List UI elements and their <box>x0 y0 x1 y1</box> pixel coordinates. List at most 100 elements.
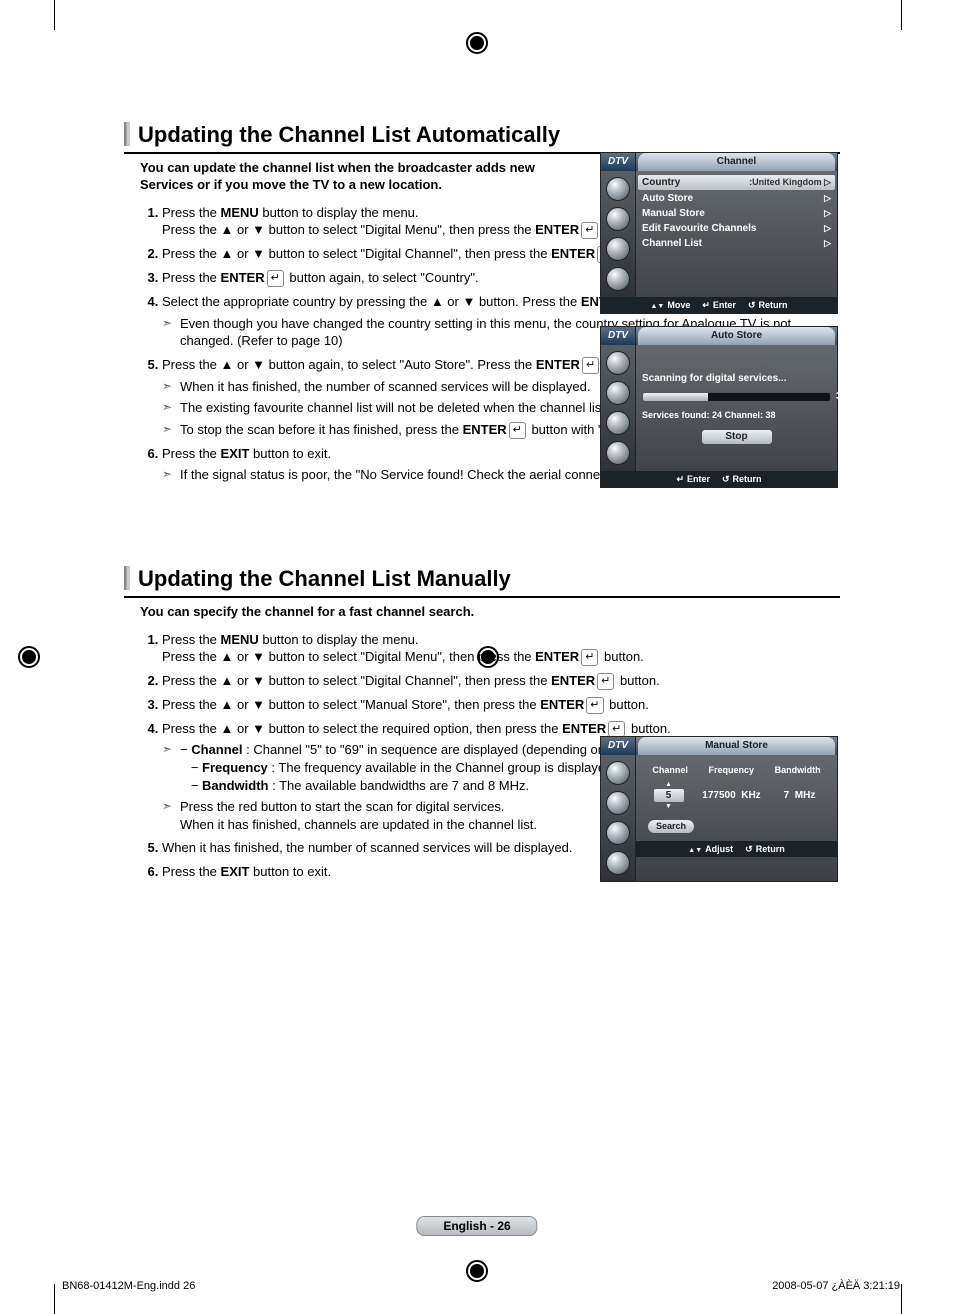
language-icon <box>606 441 630 465</box>
freq-value: 177500 KHz <box>702 790 762 801</box>
return-hint: Return <box>722 474 762 485</box>
t: button to display the menu. <box>259 632 419 647</box>
sound-icon <box>606 237 630 261</box>
broadcast-icon <box>606 177 630 201</box>
manual-page: Updating the Channel List Automatically … <box>0 0 954 1314</box>
settings-icon <box>606 791 630 815</box>
osd-menu-item[interactable]: Channel List▷ <box>642 236 831 251</box>
osd-menu-list[interactable]: Country:United Kingdom ▷Auto Store▷Manua… <box>636 171 837 297</box>
enter-word: ENTER <box>551 673 595 688</box>
return-hint: Return <box>748 300 788 311</box>
menu-word: MENU <box>221 205 259 220</box>
osd-title: Auto Store <box>638 327 835 345</box>
section1-intro: You can update the channel list when the… <box>140 160 580 194</box>
t: Press the <box>162 446 221 461</box>
crop-mark <box>901 1284 902 1314</box>
unit: KHz <box>741 790 760 801</box>
channel-value: 5 <box>654 789 684 802</box>
t: Press the ▲ or ▼ button to select the re… <box>162 721 562 736</box>
enter-hint: Enter <box>676 474 710 485</box>
channel-stepper[interactable]: ▲ 5 ▼ <box>649 781 689 810</box>
osd-body: Scanning for digital services... 35% Ser… <box>601 345 837 471</box>
step-3: Press the ▲ or ▼ button to select "Manua… <box>162 696 840 714</box>
osd-header: DTV Channel <box>601 153 837 171</box>
osd-menu-item[interactable]: Manual Store▷ <box>642 206 831 221</box>
t: To stop the scan before it has finished,… <box>180 422 463 437</box>
registration-mark-icon <box>18 646 40 668</box>
opt-label: Bandwidth <box>202 778 268 793</box>
crop-mark <box>54 0 55 30</box>
enter-word: ENTER <box>562 721 606 736</box>
osd-header: DTV Manual Store <box>601 737 837 755</box>
bw-value: 7 MHz <box>775 790 825 801</box>
osd-manual-panel: Channel Frequency Bandwidth ▲ 5 ▼ 177500… <box>636 755 837 881</box>
t: Press the ▲ or ▼ button to select "Digit… <box>162 246 551 261</box>
enter-word: ENTER <box>540 697 584 712</box>
t: : The available bandwidths are 7 and 8 M… <box>268 778 529 793</box>
enter-icon: ↵ <box>267 270 284 287</box>
enter-icon: ↵ <box>581 649 598 666</box>
h-channel: Channel <box>652 765 688 775</box>
t: button to display the menu. <box>259 205 419 220</box>
osd-manual-store: DTV Manual Store Channel Frequency Bandw… <box>600 736 838 882</box>
language-icon <box>606 851 630 875</box>
stop-button[interactable]: Stop <box>702 430 772 444</box>
manual-values: ▲ 5 ▼ 177500 KHz 7 MHz <box>642 781 831 810</box>
sound-icon <box>606 821 630 845</box>
v: 177500 <box>702 790 735 801</box>
t: Press the <box>162 270 221 285</box>
broadcast-icon <box>606 351 630 375</box>
osd-title: Channel <box>638 153 835 171</box>
osd-dtv-badge: DTV <box>601 737 636 755</box>
t: button to exit. <box>249 864 331 879</box>
osd-dtv-badge: DTV <box>601 153 636 171</box>
print-footer: BN68-01412M-Eng.indd 26 2008-05-07 ¿ÀÈÄ … <box>62 1280 900 1292</box>
v: 7 <box>784 790 790 801</box>
osd-sidebar <box>601 755 636 881</box>
enter-icon: ↵ <box>582 357 599 374</box>
unit: MHz <box>795 790 816 801</box>
osd-title: Manual Store <box>638 737 835 755</box>
exit-word: EXIT <box>221 446 250 461</box>
opt-label: Frequency <box>202 760 268 775</box>
osd-menu-item[interactable]: Country:United Kingdom ▷ <box>638 175 835 190</box>
enter-icon: ↵ <box>597 673 614 690</box>
progress-bar: 35% <box>642 392 831 402</box>
t: : The frequency available in the Channel… <box>268 760 616 775</box>
enter-icon: ↵ <box>586 697 603 714</box>
osd-menu-item[interactable]: Edit Favourite Channels▷ <box>642 221 831 236</box>
scan-label: Scanning for digital services... <box>642 373 831 384</box>
adjust-hint: Adjust <box>688 844 733 854</box>
osd-menu-item[interactable]: Auto Store▷ <box>642 191 831 206</box>
exit-word: EXIT <box>221 864 250 879</box>
osd-footer: Adjust Return <box>636 841 837 857</box>
section2-title: Updating the Channel List Manually <box>124 564 840 598</box>
move-hint: Move <box>651 300 691 310</box>
t: Press the ▲ or ▼ button to select "Manua… <box>162 697 540 712</box>
services-found: Services found: 24 Channel: 38 <box>642 410 831 420</box>
enter-icon: ↵ <box>509 422 526 439</box>
t: When it has finished, channels are updat… <box>180 817 537 832</box>
chevron-down-icon: ▼ <box>665 803 672 810</box>
return-hint: Return <box>745 844 785 855</box>
t: Press the <box>162 632 221 647</box>
t: button. <box>600 649 643 664</box>
sound-icon <box>606 411 630 435</box>
osd-footer: Enter Return <box>601 471 837 487</box>
t: Press the ▲ or ▼ button to select "Digit… <box>162 222 535 237</box>
enter-word: ENTER <box>535 222 579 237</box>
progress-fill <box>643 393 708 401</box>
t: Press the ▲ or ▼ button again, to select… <box>162 357 536 372</box>
t: button. <box>627 721 670 736</box>
osd-body: Country:United Kingdom ▷Auto Store▷Manua… <box>601 171 837 297</box>
broadcast-icon <box>606 761 630 785</box>
t: Select the appropriate country by pressi… <box>162 294 581 309</box>
enter-word: ENTER <box>551 246 595 261</box>
t: button again, to select "Country". <box>286 270 479 285</box>
crop-mark <box>901 0 902 30</box>
osd-dtv-badge: DTV <box>601 327 636 345</box>
t: When it has finished, the number of scan… <box>162 840 572 855</box>
section2-intro: You can specify the channel for a fast c… <box>140 604 580 621</box>
search-button[interactable]: Search <box>648 820 694 833</box>
step-2: Press the ▲ or ▼ button to select "Digit… <box>162 672 840 690</box>
